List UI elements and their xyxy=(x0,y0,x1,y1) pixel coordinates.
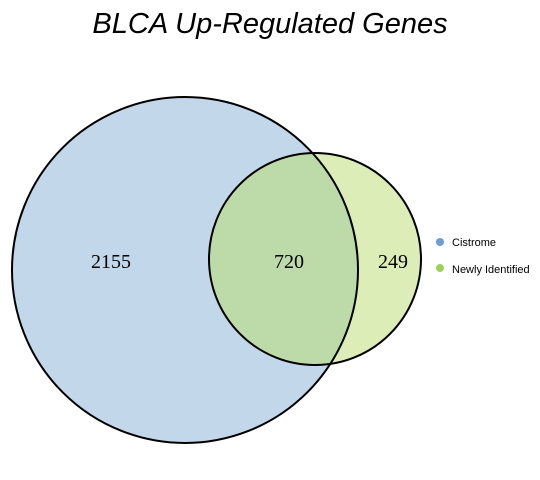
legend-marker-newly-identified xyxy=(436,264,444,272)
chart-title: BLCA Up-Regulated Genes xyxy=(92,8,448,40)
newly-identified-circle-outline xyxy=(208,152,422,366)
overlap-count: 720 xyxy=(274,251,304,273)
newly-identified-only-count: 249 xyxy=(378,251,408,273)
legend: Cistrome Newly Identified xyxy=(436,237,530,276)
legend-label-cistrome: Cistrome xyxy=(452,237,496,249)
legend-marker-cistrome xyxy=(436,238,444,246)
overlap-region xyxy=(209,153,358,365)
cistrome-circle-outline xyxy=(11,96,359,444)
cistrome-only-count: 2155 xyxy=(91,251,131,273)
legend-label-newly-identified: Newly Identified xyxy=(452,264,530,276)
